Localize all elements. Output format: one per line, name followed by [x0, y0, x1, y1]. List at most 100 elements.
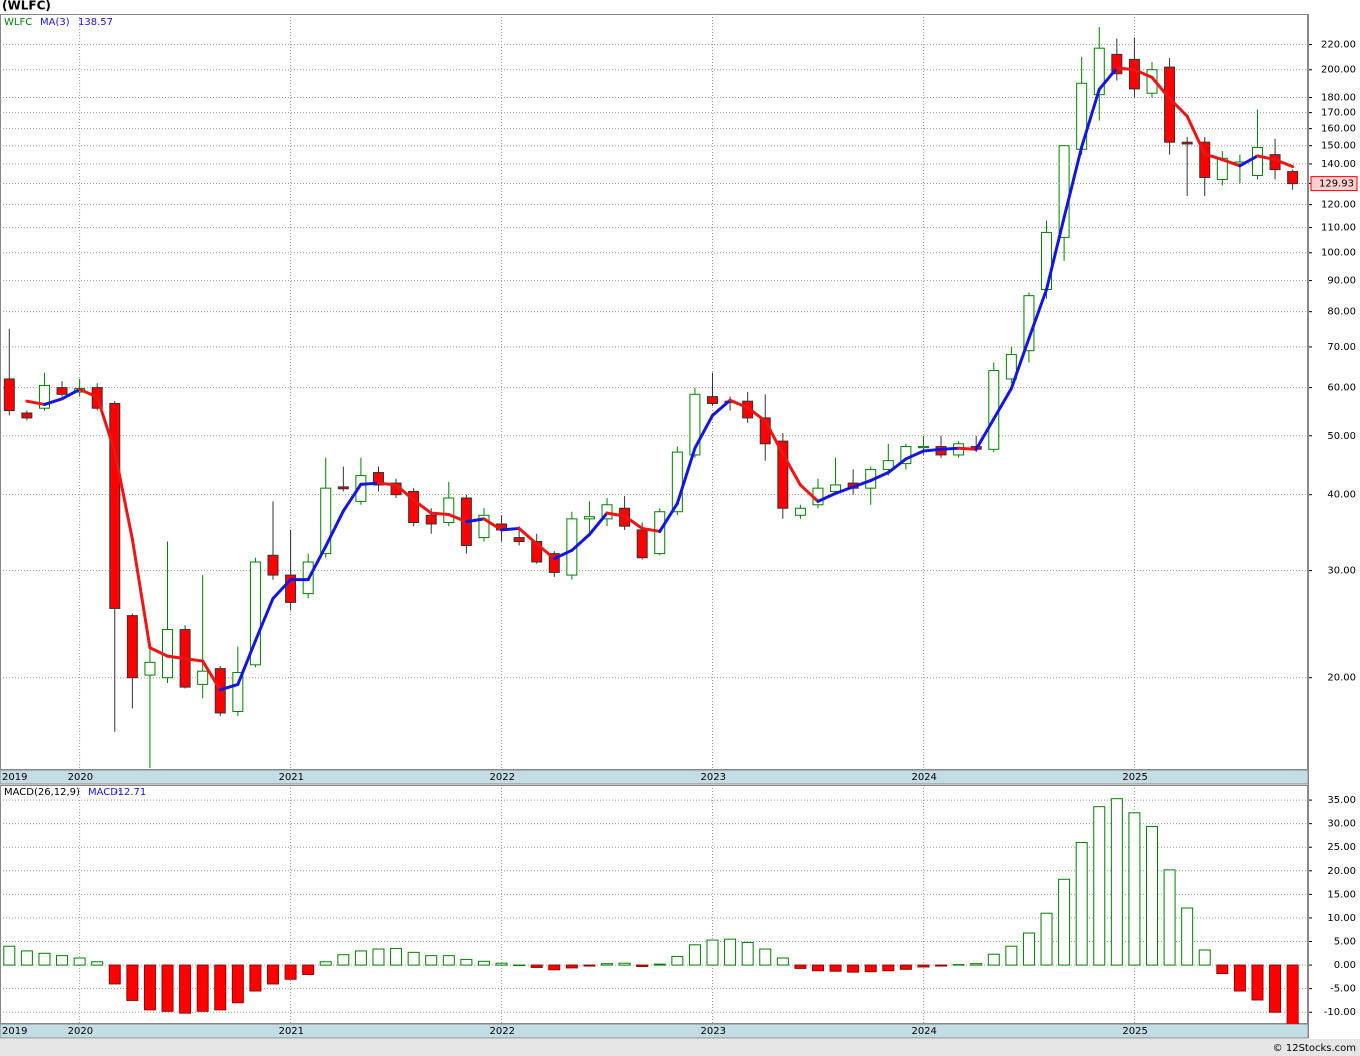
ma-line — [1273, 158, 1295, 169]
date-bar — [0, 769, 1309, 785]
macd-bar — [583, 964, 596, 967]
price-tag-label: 129.93 — [1319, 179, 1354, 190]
y-tick-label: 100.00 — [1321, 248, 1356, 259]
macd-bar — [776, 957, 789, 966]
macd-bar — [267, 964, 279, 985]
ma-line — [763, 419, 785, 456]
macd-bar — [214, 964, 227, 1011]
candle-body — [1005, 354, 1017, 380]
macd-bar — [1269, 964, 1282, 1013]
macd-bar — [495, 962, 508, 966]
y-tick-label: 120.00 — [1321, 200, 1356, 211]
macd-bar — [372, 948, 385, 966]
candle-body — [636, 529, 648, 559]
ma-line — [447, 513, 468, 524]
ma-line — [658, 501, 679, 533]
ma-line — [1185, 114, 1207, 156]
macd-bar — [56, 955, 69, 966]
candle-body — [197, 670, 209, 685]
candle-body — [707, 396, 718, 404]
ma-line — [1132, 68, 1154, 79]
ma-line — [1080, 87, 1101, 149]
macd-bar — [706, 939, 719, 966]
y-tick-label: 30.00 — [1327, 566, 1356, 577]
y-tick-label: 40.00 — [1327, 490, 1356, 501]
ma-line — [851, 479, 873, 489]
ma-line — [464, 517, 486, 524]
macd-bar — [1040, 912, 1053, 966]
candle-body — [1181, 141, 1193, 145]
macd-bar — [513, 964, 526, 967]
y-tick-label: 200.00 — [1321, 65, 1356, 76]
macd-bar — [477, 960, 490, 966]
macd-bar — [636, 964, 649, 967]
macd-bar — [811, 964, 824, 972]
macd-bar — [530, 964, 543, 968]
y-tick-label: 25.00 — [1327, 842, 1356, 853]
ma-line — [570, 533, 591, 552]
ma-line — [746, 406, 767, 423]
ma-line — [675, 446, 697, 505]
ma-line — [939, 446, 961, 451]
candle-body — [671, 451, 683, 513]
ma-line — [728, 398, 750, 410]
candle-body — [355, 475, 367, 502]
ma-line — [886, 457, 908, 475]
macd-bar — [917, 964, 930, 968]
macd-bar — [847, 964, 860, 973]
symbol: WLFC — [4, 17, 32, 28]
ma-line — [517, 526, 539, 546]
ma-line — [148, 646, 170, 658]
x-tick-label: 2021 — [279, 772, 304, 783]
y-tick-label: 150.00 — [1321, 141, 1356, 152]
macd-bar — [179, 964, 192, 1014]
y-tick-label: 5.00 — [1334, 937, 1356, 948]
candle-body — [830, 484, 842, 492]
y-tick-label: 60.00 — [1327, 383, 1356, 394]
macd-bar — [1128, 812, 1141, 966]
y-tick-label: 140.00 — [1321, 159, 1356, 170]
ma-line — [904, 449, 925, 461]
ma-line — [1255, 154, 1277, 162]
y-tick-label: 50.00 — [1327, 431, 1356, 442]
candle-body — [126, 615, 138, 679]
macd-bar — [425, 955, 438, 966]
plot-area — [3, 798, 1299, 1024]
ma-line — [798, 483, 820, 503]
ma-line — [640, 526, 662, 533]
macd-bar — [548, 964, 561, 971]
macd-bar — [970, 963, 983, 966]
ma-line — [1220, 158, 1242, 168]
ma-line — [1097, 66, 1119, 91]
x-tick-label: 2021 — [279, 1026, 304, 1037]
ma-line — [359, 481, 380, 486]
y-tick-label: -5.00 — [1330, 984, 1356, 995]
candle-body — [267, 554, 279, 576]
macd-bar — [161, 964, 174, 1012]
candle-body — [1287, 171, 1299, 185]
macd-bar — [1110, 798, 1123, 966]
macd-bar — [987, 953, 1000, 966]
candle-body — [320, 487, 332, 555]
ma-line — [992, 387, 1013, 421]
price-tag — [1310, 176, 1358, 192]
x-tick-label: 2022 — [490, 1026, 515, 1037]
y-tick-label: 30.00 — [1327, 819, 1356, 830]
ma-line — [376, 481, 398, 487]
candle-body — [3, 378, 15, 412]
macd-bar — [1181, 907, 1194, 966]
macd-bar — [231, 964, 244, 1004]
macd-bar — [741, 941, 754, 966]
ma-line — [974, 417, 996, 451]
macd-bar — [319, 961, 332, 966]
ma-line — [1168, 97, 1189, 118]
ma-line — [429, 511, 451, 517]
ma-line — [957, 446, 978, 451]
macd-bar — [671, 956, 684, 966]
macd-label: MACD: — [88, 787, 121, 798]
macd-bar — [1075, 842, 1088, 966]
ma-line — [60, 387, 82, 401]
macd-bar — [126, 964, 139, 1001]
ma-line — [95, 395, 117, 454]
ma-line — [482, 517, 504, 532]
